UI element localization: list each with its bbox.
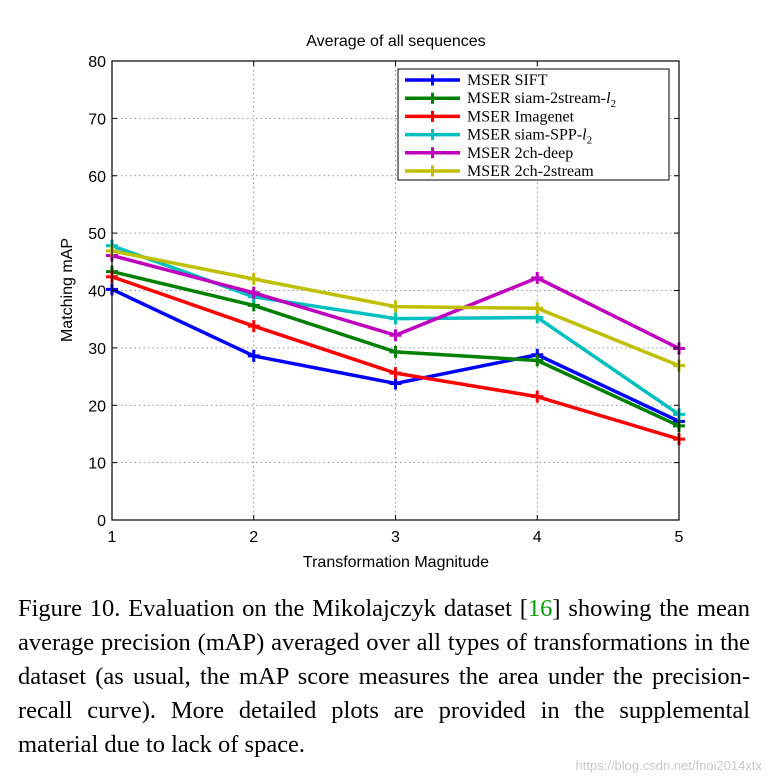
data-point <box>389 345 402 358</box>
watermark-text: https://blog.csdn.net/fnoi2014xtx <box>575 758 762 773</box>
y-tick-label: 70 <box>88 111 106 128</box>
x-tick-label: 5 <box>675 529 684 546</box>
legend-entry: MSER 2ch-2stream <box>405 163 594 180</box>
legend-label: MSER 2ch-2stream <box>467 163 594 180</box>
data-point <box>531 302 544 315</box>
chart-title: Average of all sequences <box>306 33 485 50</box>
x-tick-label: 1 <box>108 529 117 546</box>
legend-box <box>397 68 670 181</box>
series-lines <box>106 239 685 446</box>
caption-text: ] showing the mean average precision (mA… <box>18 595 750 758</box>
x-tick-label: 4 <box>533 529 542 546</box>
y-tick-label: 10 <box>88 456 106 473</box>
legend-entry: MSER SIFT <box>405 72 548 89</box>
y-tick-label: 50 <box>88 226 106 243</box>
x-tick-label: 2 <box>249 529 258 546</box>
line-chart: Average of all sequences 0 10 20 30 40 50 60 70… <box>59 33 685 571</box>
grid <box>112 61 679 520</box>
legend-entry: MSER siam-SPP-l2 <box>405 127 592 147</box>
data-point <box>247 273 260 286</box>
x-axis-label: Transformation Magnitude <box>303 554 489 571</box>
y-tick-label: 40 <box>88 284 106 301</box>
legend-marker <box>427 129 438 141</box>
axis-ticks: 0 10 20 30 40 50 60 70 80 1 2 3 4 5 <box>88 54 683 546</box>
legend-label: MSER 2ch-deep <box>467 145 573 162</box>
data-point <box>389 377 402 390</box>
legend-label: MSER siam-2stream-l2 <box>467 90 616 110</box>
caption-label: Figure 10. Evaluation on the Mikolajczyk… <box>18 595 528 622</box>
data-point <box>389 312 402 325</box>
figure-caption: Figure 10. Evaluation on the Mikolajczyk… <box>18 592 750 762</box>
data-point <box>389 329 402 342</box>
data-point <box>531 390 544 403</box>
legend-marker <box>427 147 438 159</box>
legend-label: MSER siam-SPP-l2 <box>467 127 592 147</box>
legend-entry: MSER Imagenet <box>405 108 575 125</box>
y-tick-label: 80 <box>88 54 106 71</box>
y-tick-label: 0 <box>97 513 106 530</box>
y-tick-label: 20 <box>88 398 106 415</box>
data-point <box>531 271 544 284</box>
legend-marker <box>427 110 438 122</box>
citation-link[interactable]: 16 <box>527 595 553 622</box>
data-point <box>247 286 260 299</box>
y-tick-label: 30 <box>88 341 106 358</box>
data-point <box>389 300 402 313</box>
y-tick-label: 60 <box>88 169 106 186</box>
legend-marker <box>427 92 438 104</box>
legend-marker <box>427 165 438 177</box>
x-tick-label: 3 <box>391 529 400 546</box>
legend-entry: MSER 2ch-deep <box>405 145 573 162</box>
legend-marker <box>427 74 438 86</box>
data-point <box>531 354 544 367</box>
legend-label: MSER SIFT <box>467 72 548 89</box>
data-point <box>247 320 260 333</box>
data-point <box>389 367 402 380</box>
data-point <box>247 349 260 362</box>
legend-entry: MSER siam-2stream-l2 <box>405 90 616 110</box>
y-axis-label: Matching mAP <box>59 238 76 342</box>
legend-label: MSER Imagenet <box>467 108 575 125</box>
